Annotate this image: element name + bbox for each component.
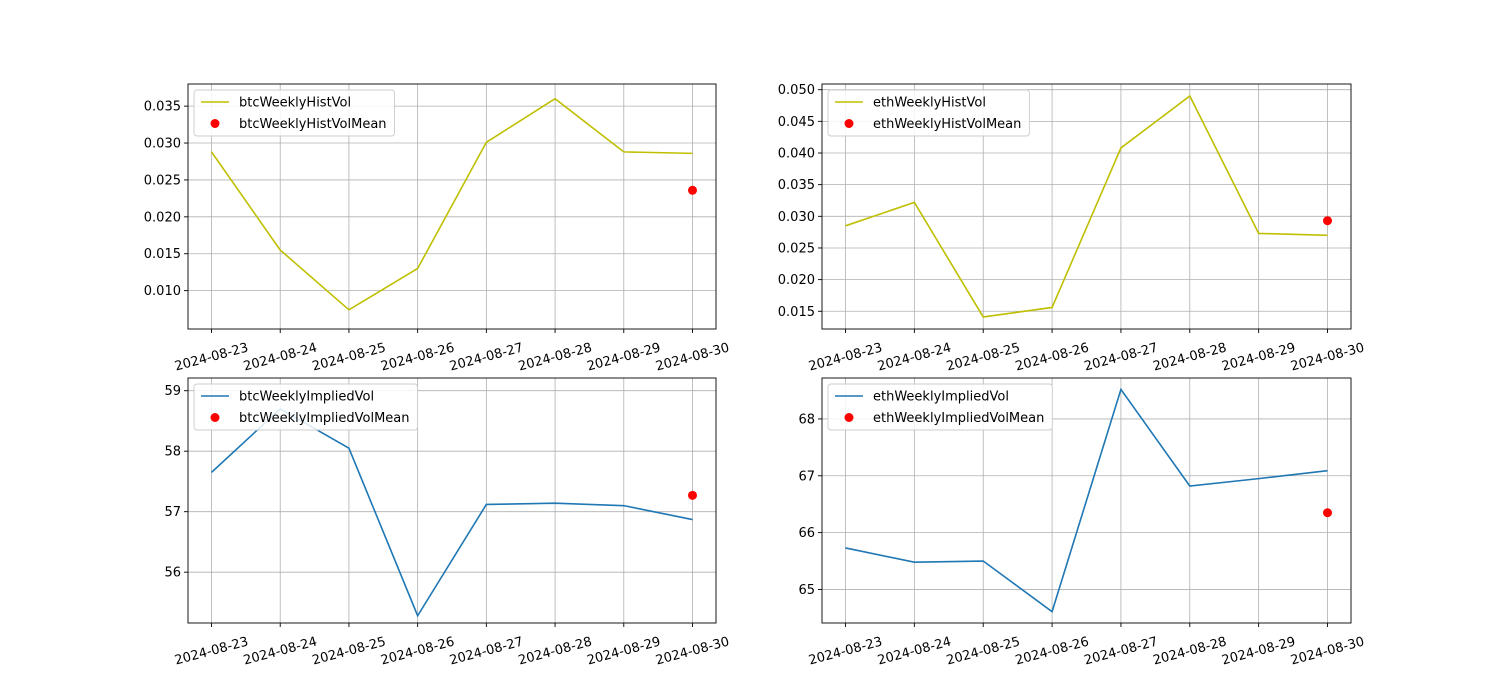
series-line-ethWeeklyHistVol xyxy=(845,94,1328,318)
y-tick-label: 0.020 xyxy=(144,210,181,225)
subplot-4: 656667682024-08-232024-08-242024-08-2520… xyxy=(798,377,1366,669)
x-tick-label: 2024-08-30 xyxy=(654,634,731,668)
y-tick-label: 0.015 xyxy=(778,305,815,320)
x-tick-label: 2024-08-26 xyxy=(1014,634,1091,668)
subplot-2: 0.015 0.020 0.025 0.030 0.035 0.040 0.045 0.050… xyxy=(778,83,1366,374)
x-tick-label: 2024-08-27 xyxy=(448,340,525,374)
x-tick-label: 2024-08-27 xyxy=(1083,634,1160,668)
y-tick-label: 0.025 xyxy=(144,173,181,188)
x-tick-label: 2024-08-26 xyxy=(379,340,456,374)
legend: btcWeeklyImpliedVol btcWeeklyImpliedVolMe… xyxy=(193,383,418,431)
y-tick-label: 68 xyxy=(798,412,815,427)
legend: btcWeeklyHistVol btcWeeklyHistVolMean xyxy=(193,89,395,137)
y-tick-label: 65 xyxy=(798,583,815,598)
subplot-3: 565758592024-08-232024-08-242024-08-2520… xyxy=(164,377,731,669)
axes-frame xyxy=(821,377,1352,624)
x-tick-label: 2024-08-28 xyxy=(517,634,594,668)
axes-frame xyxy=(187,377,717,624)
subplot-1: 0.010 0.015 0.020 0.025 0.030 0.035 2024-08-23… xyxy=(144,83,731,375)
x-tick-label: 2024-08-30 xyxy=(1289,340,1366,374)
y-tick-label: 59 xyxy=(164,384,181,399)
x-tick-label: 2024-08-29 xyxy=(585,340,662,374)
x-tick-label: 2024-08-28 xyxy=(1151,340,1228,374)
x-tick-label: 2024-08-26 xyxy=(379,634,456,668)
x-tick-label: 2024-08-25 xyxy=(945,634,1022,668)
axes-frame xyxy=(821,83,1352,330)
legend-label: ethWeeklyHistVol xyxy=(873,96,986,111)
series-line-btcWeeklyHistVol xyxy=(210,97,693,311)
x-tick-label: 2024-08-25 xyxy=(311,340,388,374)
series-line-ethWeeklyImpliedVol xyxy=(845,387,1328,613)
x-tick-label: 2024-08-24 xyxy=(242,634,319,668)
legend-point-swatch xyxy=(210,413,220,422)
y-tick-label: 0.030 xyxy=(144,137,181,152)
y-tick-label: 58 xyxy=(164,445,181,460)
x-tick-label: 2024-08-29 xyxy=(1220,340,1297,374)
x-tick-label: 2024-08-28 xyxy=(1151,634,1228,668)
x-tick-label: 2024-08-25 xyxy=(311,634,388,668)
x-tick-label: 2024-08-24 xyxy=(876,340,953,374)
y-tick-label: 67 xyxy=(798,469,815,484)
legend: ethWeeklyHistVol ethWeeklyHistVolMean xyxy=(827,89,1030,137)
mean-point-ethWeeklyHistVolMean xyxy=(1323,216,1332,226)
x-tick-label: 2024-08-29 xyxy=(585,634,662,668)
x-tick-label: 2024-08-23 xyxy=(807,634,884,668)
y-tick-label: 0.035 xyxy=(144,100,181,115)
legend-point-swatch xyxy=(844,413,854,422)
x-tick-label: 2024-08-30 xyxy=(1289,634,1366,668)
x-tick-label: 2024-08-24 xyxy=(876,634,953,668)
legend-label: btcWeeklyHistVol xyxy=(239,96,351,111)
legend-frame xyxy=(193,383,418,431)
y-tick-label: 0.050 xyxy=(778,83,815,98)
y-tick-label: 57 xyxy=(164,505,181,520)
legend-label: ethWeeklyImpliedVol xyxy=(873,390,1009,405)
legend-label: btcWeeklyHistVolMean xyxy=(239,117,387,132)
mean-point-ethWeeklyImpliedVolMean xyxy=(1323,508,1332,518)
legend-point-swatch xyxy=(844,119,854,128)
x-tick-label: 2024-08-27 xyxy=(448,634,525,668)
x-tick-label: 2024-08-28 xyxy=(517,340,594,374)
y-tick-label: 0.010 xyxy=(144,284,181,299)
legend: ethWeeklyImpliedVol ethWeeklyImpliedVolMe… xyxy=(827,383,1053,431)
y-tick-label: 0.030 xyxy=(778,210,815,225)
x-tick-label: 2024-08-23 xyxy=(173,634,250,668)
y-tick-label: 56 xyxy=(164,566,181,581)
x-tick-label: 2024-08-23 xyxy=(173,340,250,374)
x-tick-label: 2024-08-25 xyxy=(945,340,1022,374)
x-tick-label: 2024-08-30 xyxy=(654,340,731,374)
legend-label: ethWeeklyImpliedVolMean xyxy=(873,411,1044,426)
x-tick-label: 2024-08-27 xyxy=(1083,340,1160,374)
mean-point-btcWeeklyHistVolMean xyxy=(688,185,697,195)
series-line-btcWeeklyImpliedVol xyxy=(210,407,693,618)
y-tick-label: 0.025 xyxy=(778,241,815,256)
axes-frame xyxy=(187,83,717,330)
x-tick-label: 2024-08-26 xyxy=(1014,340,1091,374)
legend-point-swatch xyxy=(210,119,220,128)
y-tick-label: 0.035 xyxy=(778,178,815,193)
y-tick-label: 0.015 xyxy=(144,247,181,262)
x-tick-label: 2024-08-23 xyxy=(807,340,884,374)
y-tick-label: 0.020 xyxy=(778,273,815,288)
y-tick-label: 66 xyxy=(798,526,815,541)
legend-label: ethWeeklyHistVolMean xyxy=(873,117,1021,132)
legend-frame xyxy=(827,89,1030,137)
y-tick-label: 0.045 xyxy=(778,115,815,130)
legend-label: btcWeeklyImpliedVolMean xyxy=(239,411,410,426)
x-tick-label: 2024-08-29 xyxy=(1220,634,1297,668)
mean-point-btcWeeklyImpliedVolMean xyxy=(688,490,697,500)
legend-frame xyxy=(193,89,395,137)
legend-frame xyxy=(827,383,1053,431)
y-tick-label: 0.040 xyxy=(778,147,815,162)
x-tick-label: 2024-08-24 xyxy=(242,340,319,374)
legend-label: btcWeeklyImpliedVol xyxy=(239,390,374,405)
